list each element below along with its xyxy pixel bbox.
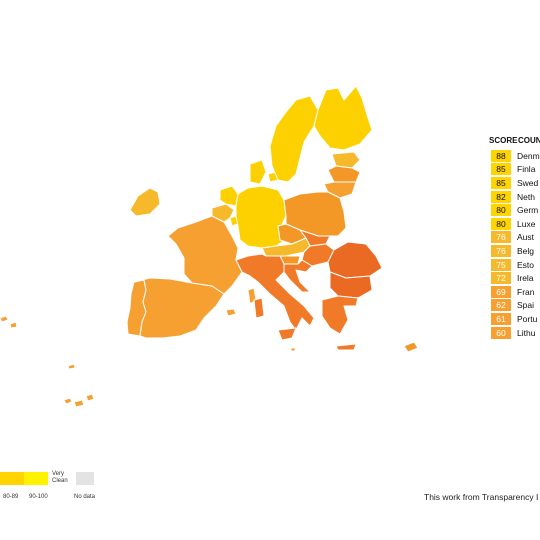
country-name: Denm (517, 150, 540, 161)
legend-swatch-no-data (76, 472, 94, 485)
country-canary-islands[interactable] (63, 393, 95, 408)
country-greece[interactable] (321, 295, 359, 335)
score-table-row: 85 Swed (489, 176, 540, 190)
country-name: Portu (517, 313, 538, 324)
score-value: 75 (491, 258, 511, 271)
legend-swatch-80-89 (0, 472, 24, 485)
score-value: 80 (491, 204, 511, 217)
score-value: 72 (491, 272, 511, 285)
score-column-header: SCORE (489, 135, 518, 145)
country-name: Finla (517, 164, 536, 175)
score-table-row: 82 Neth (489, 190, 540, 204)
country-spain-balearic[interactable] (225, 308, 237, 317)
country-name: Esto (517, 259, 535, 270)
legend-clean-label-line1: Very (52, 471, 65, 477)
score-value: 76 (491, 231, 511, 244)
country-netherlands[interactable] (219, 185, 239, 207)
credit-line: This work from Transparency I (424, 492, 539, 502)
country-italy-sicily[interactable] (277, 327, 297, 341)
map-legend: Very Clean 80-89 90-100 No data (0, 468, 110, 508)
legend-clean-label-line2: Clean (52, 478, 68, 484)
country-latvia[interactable] (327, 165, 361, 183)
country-ireland[interactable] (129, 187, 161, 217)
country-italy-sardinia[interactable] (253, 297, 265, 319)
country-madeira[interactable] (67, 363, 76, 370)
score-table-header: SCORE COUNT (489, 131, 540, 149)
score-table-row: 69 Fran (489, 285, 540, 299)
score-table-row: 76 Belg (489, 244, 540, 258)
country-cyprus[interactable] (403, 341, 419, 353)
country-malta[interactable] (290, 347, 296, 352)
score-table-row: 76 Aust (489, 231, 540, 245)
country-name: Fran (517, 286, 535, 297)
score-table-row: 61 Portu (489, 312, 540, 326)
legend-range-90-100: 90-100 (29, 494, 48, 500)
legend-no-data: No data (74, 494, 96, 500)
score-table-row: 75 Esto (489, 258, 540, 272)
score-table-row: 80 Germ (489, 203, 540, 217)
score-table-row: 60 Lithu (489, 326, 540, 340)
score-value: 69 (491, 285, 511, 298)
score-table: SCORE COUNT 88 Denm 85 Finla 85 Swed 82 Neth 80 G… (489, 131, 540, 339)
country-name: Aust (517, 232, 535, 243)
country-name: Irela (517, 273, 534, 284)
score-value: 76 (491, 244, 511, 257)
country-bulgaria[interactable] (329, 271, 373, 299)
country-name: Spai (517, 300, 535, 311)
country-greece-crete[interactable] (335, 343, 357, 351)
score-value: 88 (491, 149, 511, 162)
score-value: 85 (491, 176, 511, 189)
country-finland[interactable] (313, 85, 373, 151)
score-table-body: 88 Denm 85 Finla 85 Swed 82 Neth 80 Germ 80 Luxe 76 A… (489, 149, 540, 339)
score-table-row: 80 Luxe (489, 217, 540, 231)
country-romania[interactable] (327, 241, 383, 279)
legend-swatch-90-100 (24, 472, 48, 485)
score-table-row: 72 Irela (489, 271, 540, 285)
country-sweden[interactable] (269, 95, 319, 183)
country-name: Neth (517, 191, 535, 202)
country-name: Belg (517, 245, 535, 256)
legend-range-80-89: 80-89 (3, 494, 19, 500)
country-spain[interactable] (133, 277, 225, 339)
country-croatia[interactable] (283, 259, 313, 293)
score-value: 85 (491, 163, 511, 176)
score-value: 60 (491, 326, 511, 339)
score-value: 61 (491, 312, 511, 325)
score-value: 80 (491, 217, 511, 230)
score-table-row: 85 Finla (489, 163, 540, 177)
score-value: 82 (491, 190, 511, 203)
score-table-row: 62 Spai (489, 299, 540, 313)
country-denmark[interactable] (249, 159, 267, 185)
score-table-row: 88 Denm (489, 149, 540, 163)
country-italy[interactable] (235, 253, 315, 331)
country-azores[interactable] (0, 315, 18, 329)
country-estonia[interactable] (331, 151, 361, 169)
country-germany[interactable] (235, 185, 289, 249)
country-name: Swed (517, 177, 539, 188)
score-value: 62 (491, 299, 511, 312)
country-column-header: COUNT (518, 135, 540, 145)
country-name: Luxe (517, 218, 536, 229)
country-name: Germ (517, 205, 539, 216)
country-name: Lithu (517, 327, 536, 338)
